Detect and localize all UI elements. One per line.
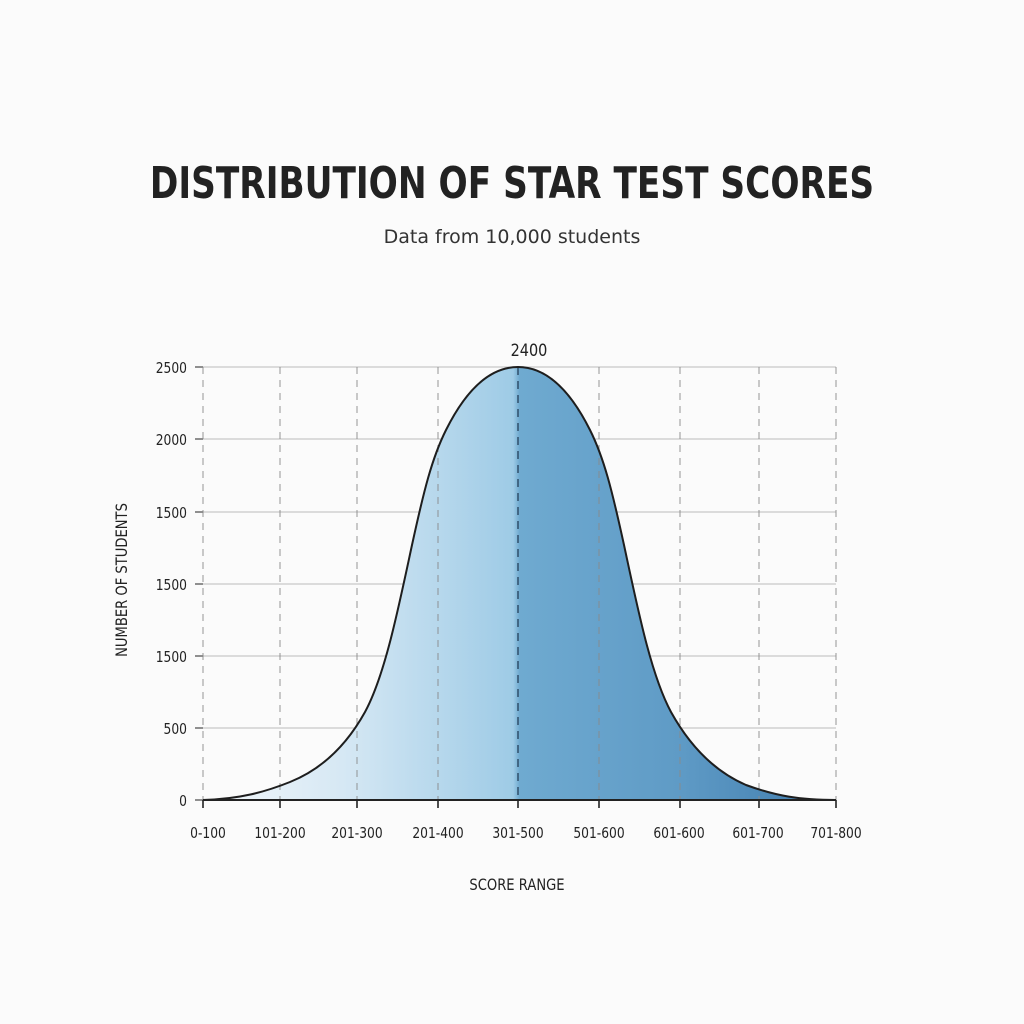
x-tick-label: 601-600 — [653, 825, 704, 842]
peak-value-label: 2400 — [511, 340, 548, 360]
bell-curve-outline — [202, 365, 837, 801]
y-tick-labels: 2500 2000 1500 1500 1500 500 0 — [156, 360, 187, 810]
x-tick-label: 301-500 — [492, 825, 543, 842]
x-tick-label: 0-100 — [190, 825, 226, 842]
y-axis-title: NUMBER OF STUDENTS — [113, 503, 132, 657]
x-tick-marks — [202, 800, 837, 808]
y-tick-label: 1500 — [156, 649, 187, 666]
x-tick-label: 601-700 — [732, 825, 783, 842]
x-tick-label: 501-600 — [573, 825, 624, 842]
x-axis-title: SCORE RANGE — [469, 876, 564, 895]
chart-title: DISTRIBUTION OF STAR TEST SCORES — [149, 158, 875, 209]
y-tick-label: 2500 — [156, 360, 187, 377]
y-tick-marks — [195, 366, 203, 801]
x-tick-label: 201-400 — [412, 825, 463, 842]
chart-subtitle: Data from 10,000 students — [383, 226, 641, 248]
x-tick-labels: 0-100 101-200 201-300 201-400 301-500 50… — [190, 825, 862, 842]
x-tick-label: 701-800 — [810, 825, 861, 842]
x-tick-label: 201-300 — [331, 825, 382, 842]
y-tick-label: 2000 — [156, 432, 187, 449]
bell-curve-area — [203, 367, 836, 800]
y-tick-label: 500 — [164, 721, 187, 738]
y-tick-label: 0 — [179, 793, 187, 810]
x-tick-label: 101-200 — [254, 825, 305, 842]
y-tick-label: 1500 — [156, 505, 187, 522]
y-tick-label: 1500 — [156, 577, 187, 594]
